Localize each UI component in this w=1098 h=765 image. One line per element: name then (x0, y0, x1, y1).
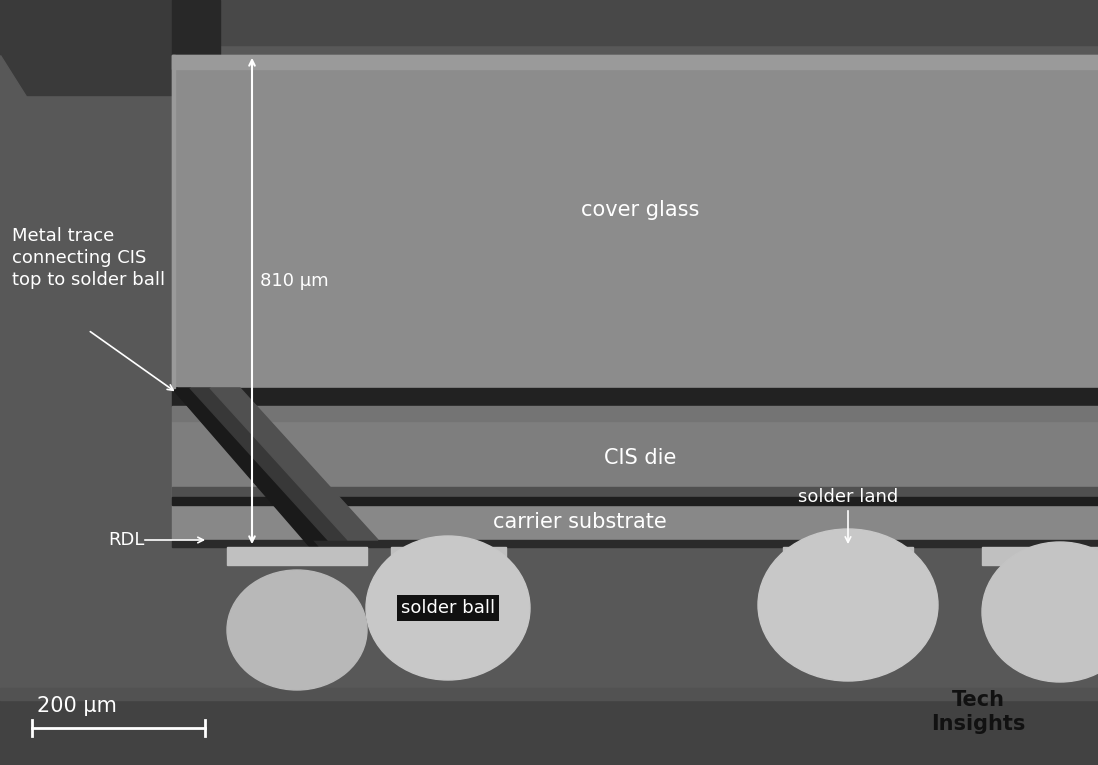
Bar (172, 505, 1098, 540)
Bar (0, 688, 1098, 700)
Ellipse shape (982, 542, 1098, 682)
Text: cover glass: cover glass (581, 200, 699, 220)
Polygon shape (172, 388, 328, 540)
Ellipse shape (758, 529, 938, 681)
Bar (0, 0, 1098, 45)
Polygon shape (190, 388, 348, 540)
Bar (172, 55, 1098, 69)
Text: Metal trace
connecting CIS
top to solder ball: Metal trace connecting CIS top to solder… (12, 226, 165, 289)
Ellipse shape (227, 570, 367, 690)
Text: solder ball: solder ball (401, 599, 495, 617)
Text: 200 μm: 200 μm (37, 696, 116, 716)
Bar (172, 487, 1098, 497)
Polygon shape (172, 388, 318, 547)
Text: carrier substrate: carrier substrate (493, 512, 666, 532)
Polygon shape (210, 388, 378, 540)
Ellipse shape (366, 536, 530, 680)
Bar (172, 497, 1098, 505)
Bar (0, 695, 1098, 765)
Text: CIS die: CIS die (604, 448, 676, 468)
Bar (227, 547, 367, 565)
Bar (0, 0, 172, 95)
Bar (172, 406, 1098, 421)
Bar (391, 547, 506, 565)
Polygon shape (0, 55, 310, 765)
Bar (172, 540, 1098, 547)
Bar (172, 421, 1098, 497)
Bar (172, 388, 1098, 406)
Text: RDL: RDL (108, 531, 144, 549)
Text: 810 μm: 810 μm (260, 272, 328, 290)
Text: Tech
Insights: Tech Insights (931, 690, 1026, 734)
Bar (783, 547, 914, 565)
Text: solder land: solder land (798, 488, 898, 506)
Bar (172, 55, 175, 388)
Bar (172, 55, 1098, 388)
Bar (982, 547, 1098, 565)
Bar (172, 0, 220, 60)
